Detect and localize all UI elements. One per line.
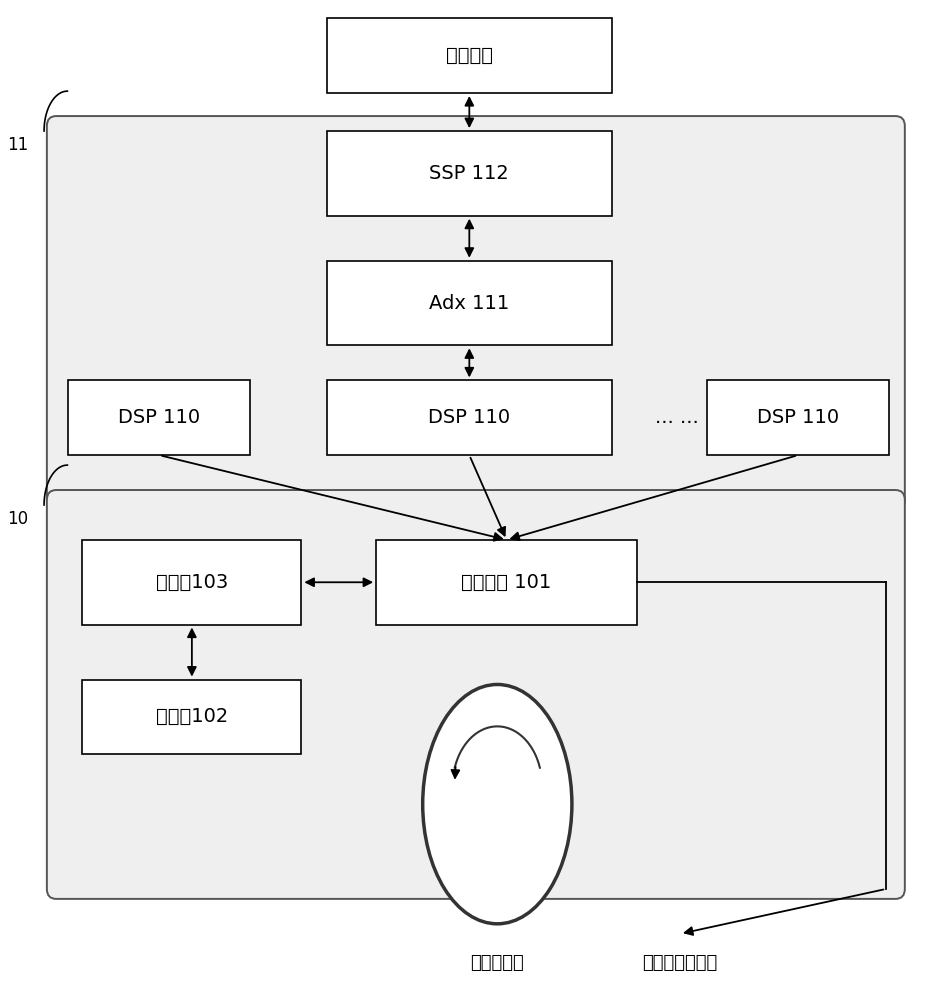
Text: 与其他终端通信: 与其他终端通信 [642, 954, 717, 972]
Bar [68, 380, 250, 455]
Text: 11: 11 [7, 136, 28, 154]
Bar [327, 18, 611, 93]
Bar [707, 380, 888, 455]
FancyBboxPatch shape [47, 490, 904, 899]
Text: 处理器103: 处理器103 [155, 573, 227, 592]
Bar [327, 131, 611, 216]
Text: Adx 111: Adx 111 [429, 294, 509, 313]
Text: 用户画像库: 用户画像库 [470, 954, 523, 972]
Bar [375, 540, 636, 625]
Bar [327, 380, 611, 455]
Text: 存储器102: 存储器102 [155, 707, 227, 726]
Ellipse shape [422, 684, 571, 924]
Text: 通信接口 101: 通信接口 101 [461, 573, 551, 592]
Text: DSP 110: DSP 110 [118, 408, 200, 427]
Text: SSP 112: SSP 112 [429, 164, 508, 183]
Text: DSP 110: DSP 110 [756, 408, 839, 427]
Bar [82, 540, 301, 625]
FancyBboxPatch shape [47, 116, 904, 510]
Bar [327, 261, 611, 345]
Text: 用户终端: 用户终端 [446, 46, 492, 65]
Text: DSP 110: DSP 110 [428, 408, 510, 427]
Bar [82, 680, 301, 754]
Text: ... ...: ... ... [654, 408, 698, 427]
Text: 10: 10 [7, 510, 28, 528]
